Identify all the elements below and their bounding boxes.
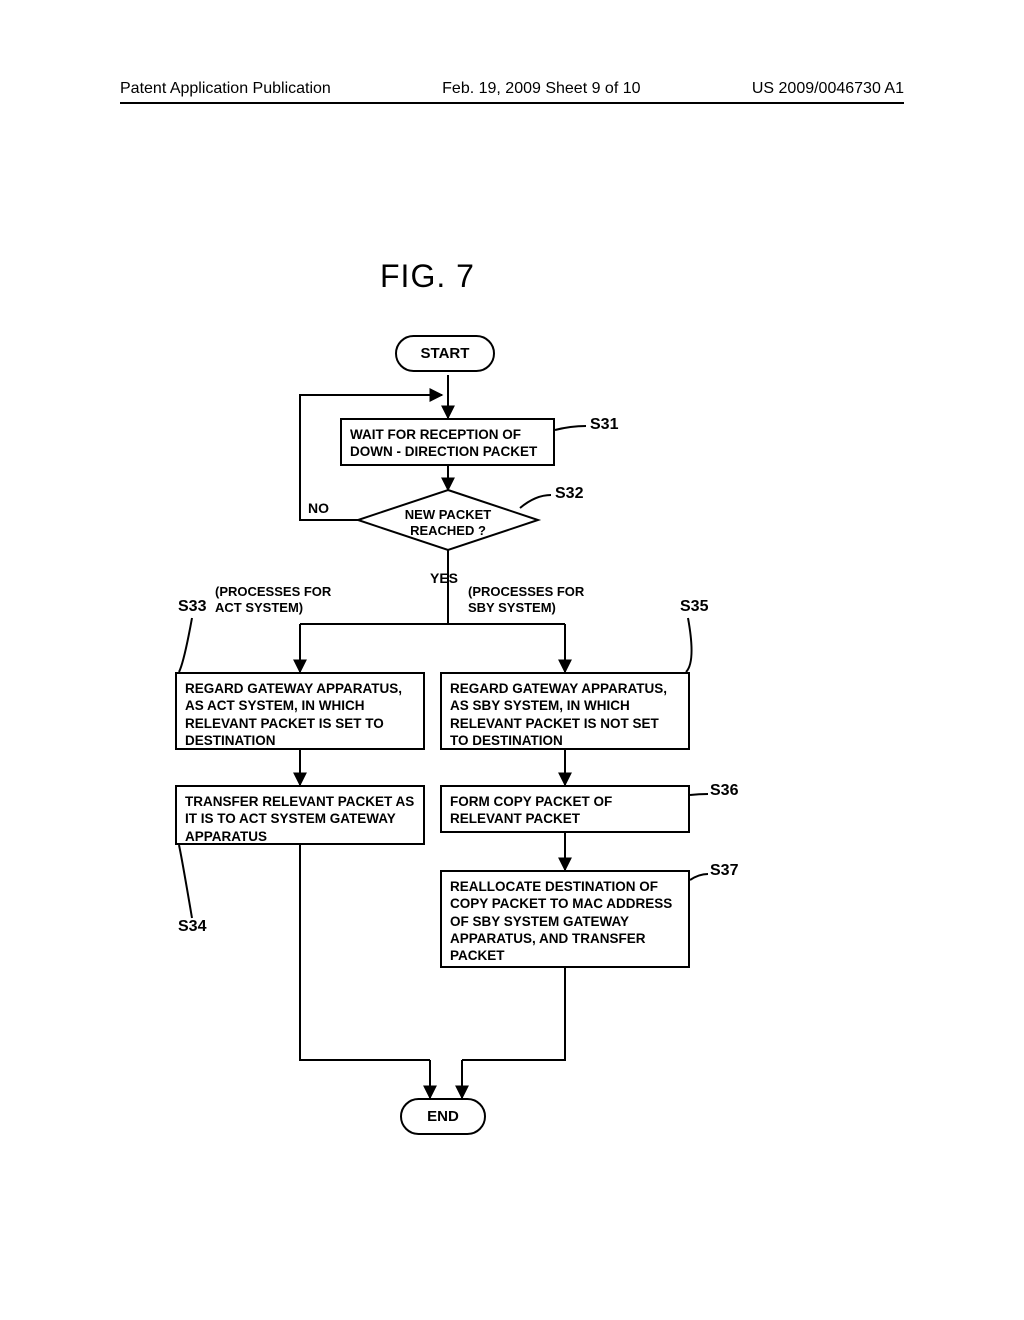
patent-number: US 2009/0046730 A1 [752,80,904,98]
label-s34: S34 [178,918,206,936]
act-system-note: (PROCESSES FORACT SYSTEM) [215,584,331,617]
patent-date-sheet: Feb. 19, 2009 Sheet 9 of 10 [442,80,640,98]
decision-no: NO [308,500,329,516]
figure-title: FIG. 7 [380,258,475,295]
flow-start: START [395,335,495,372]
flowchart-connectors: NEW PACKETREACHED ? [0,0,1024,1320]
sby-system-note: (PROCESSES FORSBY SYSTEM) [468,584,584,617]
flow-end: END [400,1098,486,1135]
step-s36: FORM COPY PACKET OF RELEVANT PACKET [440,785,690,833]
label-s37: S37 [710,862,738,880]
step-s33: REGARD GATEWAY APPARATUS, AS ACT SYSTEM,… [175,672,425,750]
label-s33: S33 [178,598,206,616]
svg-text:REACHED ?: REACHED ? [410,523,486,538]
step-s37: REALLOCATE DESTINATION OF COPY PACKET TO… [440,870,690,968]
decision-yes: YES [430,570,458,586]
step-s31: WAIT FOR RECEPTION OF DOWN - DIRECTION P… [340,418,555,466]
label-s35: S35 [680,598,708,616]
label-s31: S31 [590,416,618,434]
svg-text:NEW PACKET: NEW PACKET [405,507,491,522]
step-s34: TRANSFER RELEVANT PACKET AS IT IS TO ACT… [175,785,425,845]
label-s36: S36 [710,782,738,800]
step-s35: REGARD GATEWAY APPARATUS, AS SBY SYSTEM,… [440,672,690,750]
patent-pub-label: Patent Application Publication [120,80,331,98]
label-s32: S32 [555,485,583,503]
